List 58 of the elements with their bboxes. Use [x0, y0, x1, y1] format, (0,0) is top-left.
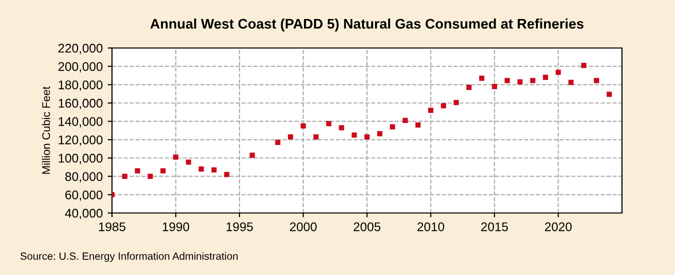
- source-note: Source: U.S. Energy Information Administration: [20, 252, 238, 262]
- y-axis-title: Million Cubic Feet: [42, 86, 50, 174]
- y-tick-label: 80,000: [65, 172, 102, 182]
- point: [492, 84, 498, 90]
- y-tick-label: 100,000: [58, 154, 102, 164]
- chart-title: Annual West Coast (PADD 5) Natural Gas Consumed at Refineries: [150, 18, 584, 32]
- point: [352, 132, 357, 138]
- y-tick-label: 140,000: [58, 117, 102, 128]
- point: [288, 134, 294, 140]
- point: [250, 152, 255, 158]
- point: [148, 174, 153, 179]
- x-tick-label: 2000: [290, 222, 317, 232]
- point: [440, 103, 446, 108]
- point: [479, 76, 484, 81]
- x-tick-label: 1995: [226, 222, 253, 232]
- x-tick-label: 2010: [417, 222, 444, 232]
- point: [122, 174, 128, 179]
- y-tick-label: 120,000: [58, 135, 102, 146]
- point: [390, 124, 396, 130]
- point: [377, 131, 382, 136]
- point: [466, 84, 472, 90]
- x-tick-label: 2005: [354, 222, 380, 232]
- x-tick-label: 2020: [544, 222, 572, 232]
- point: [606, 92, 612, 97]
- y-tick-label: 200,000: [58, 62, 102, 72]
- y-tick-label: 60,000: [65, 190, 102, 201]
- point: [364, 134, 370, 140]
- point: [186, 160, 192, 165]
- point: [568, 80, 574, 85]
- point: [224, 172, 230, 178]
- point: [594, 78, 600, 84]
- point: [173, 154, 178, 160]
- y-tick-label: 180,000: [58, 80, 102, 91]
- point: [581, 62, 586, 68]
- point: [454, 100, 459, 106]
- y-tick-label: 160,000: [58, 98, 102, 110]
- point: [300, 123, 306, 129]
- x-tick-label: 2015: [481, 222, 508, 232]
- x-tick-label: 1985: [99, 222, 126, 232]
- point: [504, 78, 510, 84]
- point: [542, 74, 548, 80]
- y-tick-label: 40,000: [65, 208, 102, 220]
- point: [198, 166, 204, 172]
- point: [415, 122, 421, 128]
- point: [211, 167, 217, 173]
- point: [428, 108, 434, 113]
- point: [517, 79, 523, 85]
- point: [530, 78, 536, 84]
- point: [556, 70, 561, 75]
- point: [275, 140, 280, 146]
- point: [313, 134, 319, 140]
- y-tick-label: 220,000: [58, 44, 102, 54]
- point: [134, 168, 140, 174]
- point: [402, 118, 408, 124]
- point: [160, 168, 166, 174]
- x-tick-label: 1990: [162, 222, 190, 232]
- point: [338, 125, 344, 130]
- point: [326, 121, 332, 126]
